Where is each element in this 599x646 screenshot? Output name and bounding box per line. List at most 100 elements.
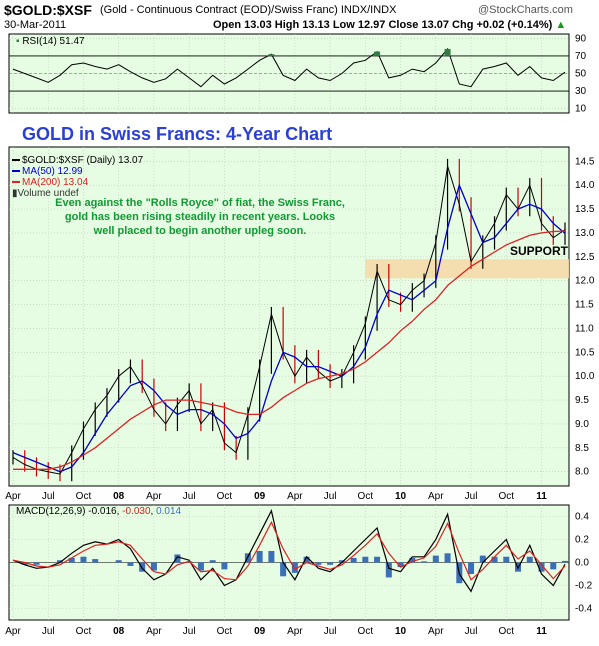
x-tick-label: Jul xyxy=(183,491,196,502)
rsi-overbought-mark xyxy=(444,48,451,56)
macd-histogram-bar xyxy=(562,560,568,563)
macd-histogram-bar xyxy=(374,556,381,563)
macd-histogram-bar xyxy=(209,560,216,563)
rsi-tick-label: 50 xyxy=(575,69,587,80)
macd-histogram-bar xyxy=(503,556,510,563)
x-tick-label: Apr xyxy=(428,491,444,502)
x-tick-label: Oct xyxy=(217,626,233,637)
macd-histogram-bar xyxy=(68,557,75,563)
price-tick-label: 9.5 xyxy=(575,395,589,406)
chart-title: GOLD in Swiss Francs: 4-Year Chart xyxy=(22,124,333,144)
macd-histogram-bar xyxy=(92,559,99,563)
x-tick-label: Apr xyxy=(146,491,162,502)
macd-histogram-bar xyxy=(350,557,357,563)
price-tick-label: 13.5 xyxy=(575,204,595,215)
macd-tick-label: 0.0 xyxy=(575,558,589,569)
price-tick-label: 9.0 xyxy=(575,419,589,430)
x-tick-label: 09 xyxy=(254,626,266,637)
x-tick-label: Oct xyxy=(76,626,92,637)
annotation-line: gold has been rising steadily in recent … xyxy=(64,211,336,223)
macd-histogram-bar xyxy=(174,554,181,563)
annotation-line: well placed to begin another upleg soon. xyxy=(93,225,307,237)
x-axes: Apr Jul Oct 08 Apr Jul Oct 09 Apr Jul Oct 10 Apr Jul O… xyxy=(5,491,547,637)
legend-main: $GOLD:$XSF (Daily) 13.07 xyxy=(12,155,143,166)
macd-histogram-bar xyxy=(150,562,157,571)
macd-histogram-bar xyxy=(268,551,275,563)
price-tick-label: 10.0 xyxy=(575,371,595,382)
macd-panel: 0.4 0.2 0.0 -0.2 -0.4 xyxy=(8,504,593,621)
x-tick-label: 09 xyxy=(254,491,266,502)
macd-histogram-bar xyxy=(385,562,392,578)
rsi-overbought-mark xyxy=(374,51,381,56)
legend-main-swatch xyxy=(12,159,20,162)
legend-volume: ▮Volume undef xyxy=(12,188,79,199)
macd-histogram-bar xyxy=(33,562,40,565)
macd-histogram-bar xyxy=(538,562,545,572)
x-tick-label: Oct xyxy=(498,491,514,502)
x-tick-label: Oct xyxy=(498,626,514,637)
symbol-description: (Gold - Continuous Contract (EOD)/Swiss … xyxy=(100,4,397,16)
macd-histogram-bar xyxy=(115,560,122,563)
x-tick-label: Jul xyxy=(324,491,337,502)
macd-signal-line xyxy=(12,520,566,581)
price-line xyxy=(12,165,566,475)
support-label: SUPPORT xyxy=(510,244,569,258)
macd-histogram-bar xyxy=(280,562,287,577)
macd-histogram-bar xyxy=(526,556,533,563)
macd-tick-label: -0.2 xyxy=(575,581,593,592)
x-tick-label: Jul xyxy=(42,491,55,502)
rsi-tick-label: 30 xyxy=(575,86,587,97)
macd-histogram-bar xyxy=(21,562,28,565)
x-tick-label: Jul xyxy=(465,626,478,637)
price-panel: 14.5 14.0 13.5 13.0 12.5 12.0 11.5 11.0 10.5 10.0… xyxy=(8,146,595,487)
rsi-tick-label: 90 xyxy=(575,33,587,44)
macd-histogram-bar xyxy=(256,551,263,563)
price-tick-label: 8.0 xyxy=(575,467,589,478)
rsi-panel: 90 70 50 30 10 xyxy=(8,33,587,115)
macd-hist-value: 0.014 xyxy=(156,506,182,517)
macd-histogram-bar xyxy=(139,562,146,572)
macd-histogram-bar xyxy=(327,562,334,565)
macd-label: MACD(12,26,9) -0.016, -0.030, 0.014 xyxy=(16,506,182,517)
price-tick-label: 12.0 xyxy=(575,276,595,287)
macd-histogram-bar xyxy=(421,561,428,563)
macd-histogram-bar xyxy=(80,556,87,563)
x-tick-label: 10 xyxy=(395,626,407,637)
ma50-line xyxy=(12,183,566,473)
rsi-tick-label: 10 xyxy=(575,104,587,115)
x-tick-label: Apr xyxy=(287,626,303,637)
x-tick-label: Oct xyxy=(217,491,233,502)
macd-histogram-bar xyxy=(432,555,439,563)
chart-date: 30-Mar-2011 xyxy=(4,19,67,31)
x-tick-label: Jul xyxy=(42,626,55,637)
ohlc-readout: Open 13.03 High 13.13 Low 12.97 Close 13… xyxy=(213,19,567,31)
x-tick-label: 11 xyxy=(536,491,547,502)
rsi-bars-icon: ▪ xyxy=(16,36,20,47)
x-tick-label: Jul xyxy=(324,626,337,637)
macd-tick-label: -0.4 xyxy=(575,604,593,615)
macd-histogram-bar xyxy=(362,556,369,563)
macd-histogram-bar xyxy=(197,562,204,571)
macd-histogram-bar xyxy=(338,560,345,563)
macd-signal-value: -0.030 xyxy=(122,506,151,517)
macd-tick-label: 0.2 xyxy=(575,535,589,546)
macd-histogram-bar xyxy=(550,562,557,570)
price-tick-label: 12.5 xyxy=(575,252,595,263)
rsi-line xyxy=(12,47,566,88)
price-tick-label: 14.0 xyxy=(575,180,595,191)
x-tick-label: Jul xyxy=(465,491,478,502)
macd-histogram-bar xyxy=(479,555,486,563)
symbol-title: $GOLD:$XSF xyxy=(4,2,92,18)
macd-histogram-bar xyxy=(491,556,498,563)
x-tick-label: Apr xyxy=(287,491,303,502)
rsi-overbought-mark xyxy=(268,54,275,56)
legend-ma200: MA(200) 13.04 xyxy=(12,177,143,188)
x-tick-label: Oct xyxy=(358,626,374,637)
x-tick-label: Apr xyxy=(146,626,162,637)
price-tick-label: 10.5 xyxy=(575,347,595,358)
x-tick-label: Apr xyxy=(5,626,21,637)
macd-value: -0.016 xyxy=(88,506,117,517)
volume-bars-icon: ▮ xyxy=(12,188,18,199)
price-tick-label: 11.5 xyxy=(575,300,594,311)
